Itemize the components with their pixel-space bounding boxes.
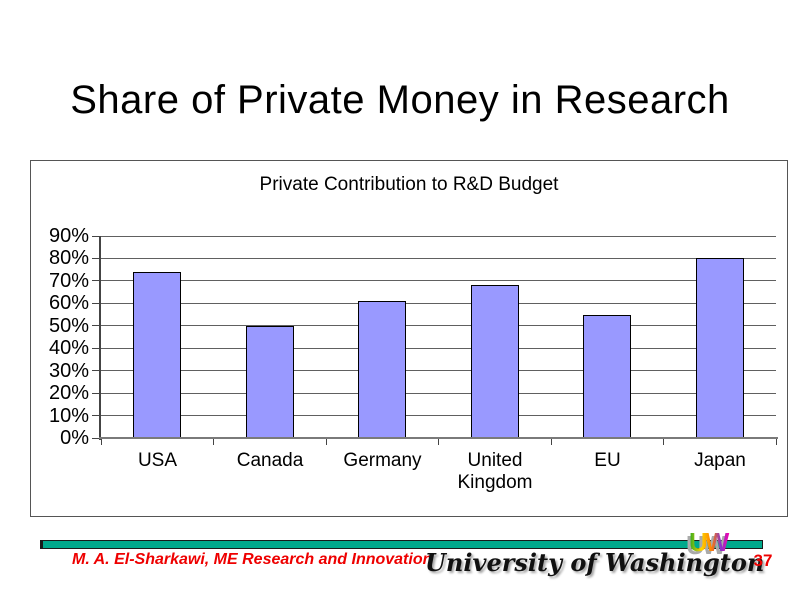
- x-tick: [213, 438, 214, 445]
- x-tick: [325, 438, 327, 445]
- y-axis-label: 70%: [48, 269, 89, 292]
- x-label-usa: USA: [137, 450, 178, 471]
- gridline-40%: [101, 347, 776, 349]
- chart-frame: Private Contribution to R&D Budget 0% 10%…: [30, 160, 788, 517]
- y-tick-20%: [92, 392, 101, 394]
- gridline-20%: [101, 392, 776, 394]
- footer-author-text: M. A. El-Sharkawi, ME Research and Innov…: [72, 551, 433, 568]
- y-axis-label: 90%: [48, 225, 89, 247]
- y-tick-10%: [92, 415, 101, 417]
- gridline-90%: [101, 235, 776, 237]
- bar-canada: [245, 325, 294, 438]
- bar-usa: [133, 271, 182, 438]
- y-axis-label: 20%: [48, 382, 89, 405]
- gridline-80%: [101, 257, 776, 259]
- footer-divider-bar: [40, 540, 763, 549]
- gridline-70%: [101, 280, 776, 282]
- y-axis-label: 30%: [48, 359, 89, 382]
- x-tick: [438, 438, 439, 445]
- y-tick-90%: [92, 235, 101, 237]
- bar-eu: [583, 314, 632, 438]
- x-tick: [550, 438, 552, 445]
- y-axis-label: 40%: [48, 337, 89, 360]
- y-axis-line: [99, 236, 101, 440]
- uw-logo-icon: UW UW: [686, 527, 733, 560]
- y-tick-80%: [92, 257, 101, 259]
- x-label-eu: EU: [594, 450, 621, 471]
- bar-germany: [358, 301, 407, 438]
- y-tick-0%: [92, 437, 101, 439]
- x-tick: [663, 438, 664, 445]
- bar-united-kingdom: [470, 285, 519, 438]
- university-brand-text: University of Washington: [425, 548, 765, 577]
- uw-logo-letters: UW: [689, 527, 730, 557]
- x-label-united-kingdom: United Kingdom: [457, 450, 533, 493]
- y-axis-label: 10%: [48, 404, 89, 427]
- plot-area: 0% 10% 20% 30% 40% 50% 60% 70% 80% 90% USA Canada Ge…: [49, 226, 778, 493]
- x-tick: [100, 438, 102, 445]
- x-tick: [775, 438, 777, 445]
- bar-japan: [695, 258, 744, 438]
- x-label-japan: Japan: [694, 450, 746, 471]
- x-axis-line: [99, 437, 778, 439]
- gridline-10%: [101, 415, 776, 417]
- y-axis-label: 50%: [48, 314, 89, 337]
- y-axis-label: 0%: [60, 427, 89, 449]
- y-axis-label: 60%: [48, 292, 89, 315]
- gridline-60%: [101, 302, 776, 304]
- chart-title: Private Contribution to R&D Budget: [259, 174, 559, 195]
- x-label-germany: Germany: [343, 450, 422, 471]
- y-tick-30%: [92, 370, 101, 372]
- y-tick-50%: [92, 325, 101, 327]
- x-label-canada: Canada: [236, 450, 304, 471]
- uw-logo-shadow: UW: [686, 530, 727, 560]
- y-axis-label: 80%: [48, 247, 89, 270]
- y-tick-60%: [92, 302, 101, 304]
- y-tick-70%: [92, 280, 101, 282]
- page-number: 37: [753, 551, 773, 570]
- gridline-50%: [101, 325, 776, 327]
- slide-title: Share of Private Money in Research: [70, 78, 730, 122]
- gridline-30%: [101, 370, 776, 372]
- y-tick-40%: [92, 347, 101, 349]
